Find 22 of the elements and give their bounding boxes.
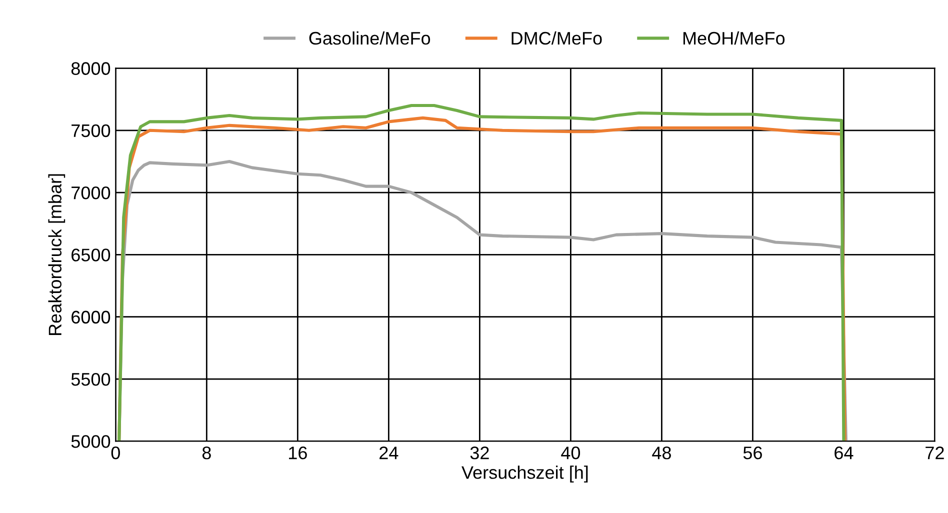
x-axis-title: Versuchszeit [h] (462, 466, 588, 482)
legend-label: MeOH/MeFo (683, 31, 785, 45)
x-tick-label: 72 (926, 446, 944, 460)
y-tick-label: 5500 (71, 372, 110, 386)
x-tick-label: 32 (470, 446, 489, 460)
y-tick-label: 5000 (71, 435, 110, 448)
legend-label: Gasoline/MeFo (309, 31, 430, 45)
legend-label: DMC/MeFo (512, 31, 602, 45)
x-tick-label: 48 (652, 446, 671, 460)
x-tick-label: 8 (202, 446, 211, 460)
x-tick-label: 64 (834, 446, 854, 460)
y-axis-title: Reaktordruck [mbar] (48, 174, 66, 335)
y-tick-label: 7500 (72, 124, 110, 138)
y-tick-label: 8000 (71, 62, 110, 75)
y-tick-label: 6000 (72, 310, 110, 324)
x-tick-label: 40 (561, 446, 580, 460)
x-tick-label: 56 (743, 446, 762, 460)
x-tick-label: 24 (380, 446, 398, 460)
y-tick-label: 6500 (72, 248, 110, 262)
y-tick-label: 7000 (72, 186, 110, 200)
x-tick-label: 0 (111, 446, 120, 460)
x-tick-label: 16 (289, 446, 307, 460)
